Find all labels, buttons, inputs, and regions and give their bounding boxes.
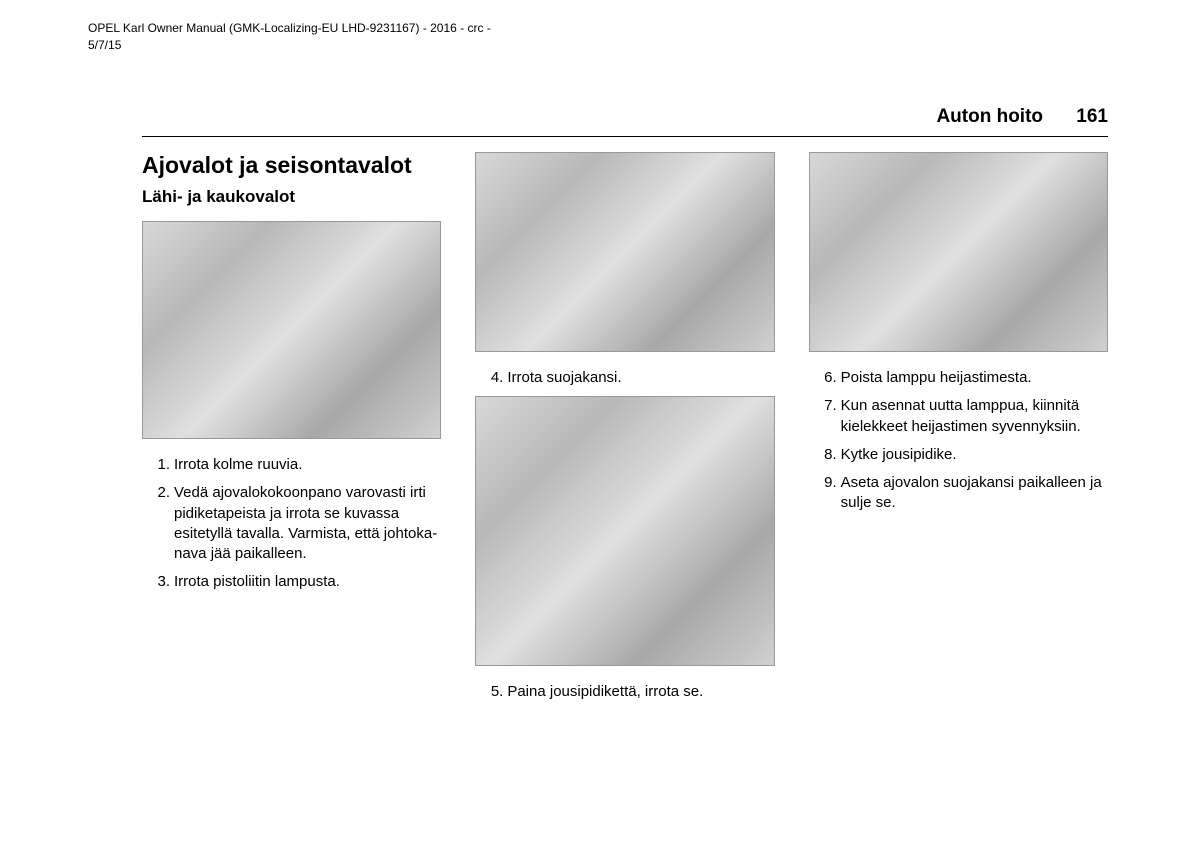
document-header-line2: 5/7/15 [88,37,491,54]
figure-headlamp-assembly [142,221,441,439]
page-header: Auton hoito 161 [936,106,1108,128]
step-3: Irrota pistoliitin lampusta. [142,572,441,592]
column-3: Poista lamppu heijastimesta. Kun asennat… [809,152,1108,711]
column-1: Ajovalot ja seisontavalot Lähi- ja kauko… [142,152,441,711]
step-2: Vedä ajovalokokoonpano varovasti irti pi… [142,483,441,564]
steps-list-2b: Paina jousipidikettä, irrota se. [475,682,774,702]
step-6: Poista lamppu heijastimesta. [809,368,1108,388]
step-1: Irrota kolme ruuvia. [142,455,441,475]
document-header-line1: OPEL Karl Owner Manual (GMK-Localizing-E… [88,20,491,37]
page-number: 161 [1076,106,1108,127]
content-area: Ajovalot ja seisontavalot Lähi- ja kauko… [142,152,1108,711]
step-5: Paina jousipidikettä, irrota se. [475,682,774,702]
sub-heading: Lähi- ja kaukovalot [142,187,441,207]
steps-list-2a: Irrota suojakansi. [475,368,774,388]
steps-list-3: Poista lamppu heijastimesta. Kun asennat… [809,368,1108,514]
column-2: Irrota suojakansi. Paina jousipidikettä,… [475,152,774,711]
section-title: Auton hoito [936,106,1043,127]
figure-spring-clip [475,396,774,666]
figure-cover-removal [475,152,774,352]
document-header: OPEL Karl Owner Manual (GMK-Localizing-E… [88,20,491,54]
step-7: Kun asennat uutta lamppua, kiinnitä kiel… [809,396,1108,437]
step-4: Irrota suojakansi. [475,368,774,388]
figure-bulb-removal [809,152,1108,352]
main-heading: Ajovalot ja seisontavalot [142,152,441,179]
step-9: Aseta ajovalon suojakansi paikalleen ja … [809,473,1108,514]
header-rule [142,136,1108,137]
step-8: Kytke jousipidike. [809,445,1108,465]
steps-list-1: Irrota kolme ruuvia. Vedä ajovalokokoonp… [142,455,441,593]
